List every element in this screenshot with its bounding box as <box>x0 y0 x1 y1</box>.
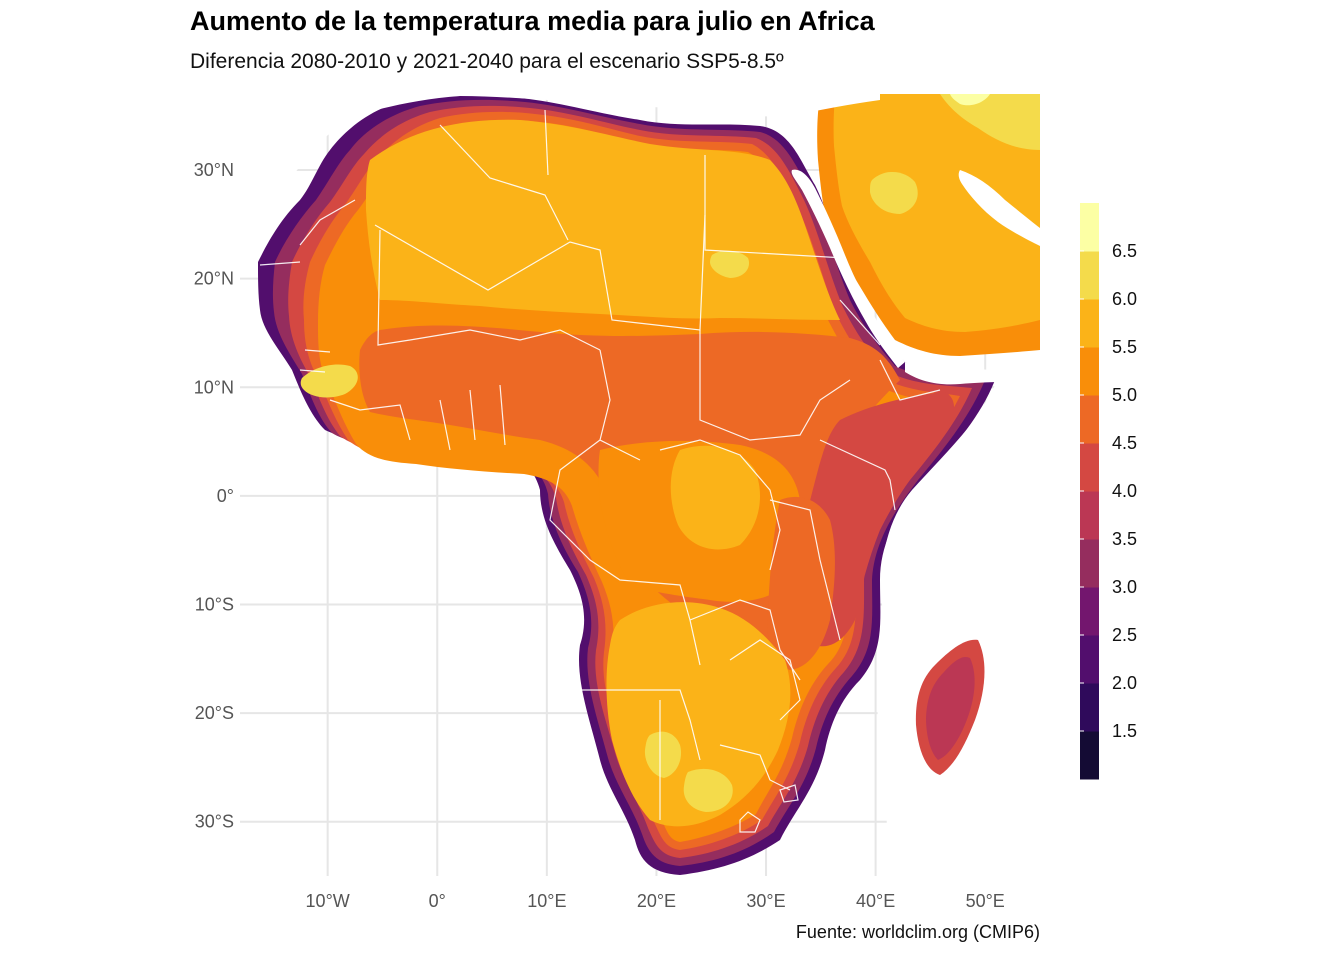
persian-gulf <box>958 170 1040 246</box>
congo-hotspot <box>670 445 760 550</box>
source-caption: Fuente: worldclim.org (CMIP6) <box>795 922 1040 942</box>
indian-ocean-west-coast <box>877 375 1040 876</box>
arabia-north-peak <box>950 94 990 106</box>
arabia-north-hotspot <box>940 94 1040 150</box>
y-tick-label: 20°N <box>194 269 234 289</box>
x-tick-label: 0° <box>429 891 446 911</box>
legend-tick-label: 2.0 <box>1112 673 1137 693</box>
legend-swatch <box>1080 203 1099 252</box>
legend-swatch <box>1080 587 1099 636</box>
legend-swatch <box>1080 347 1099 396</box>
kalahari-hotspot-east <box>683 768 733 812</box>
axis-labels: 10°W 0° 10°E 20°E 30°E 40°E 50°E 30°N 20°N 10°N 0°… <box>194 160 1005 911</box>
y-tick-label: 0° <box>217 486 234 506</box>
legend-colorbar <box>1080 203 1099 780</box>
legend-swatch <box>1080 491 1099 540</box>
x-tick-label: 40°E <box>856 891 895 911</box>
y-tick-label: 30°S <box>195 812 234 832</box>
legend-tick-label: 1.5 <box>1112 721 1137 741</box>
legend-tick-label: 4.0 <box>1112 481 1137 501</box>
legend-swatch <box>1080 539 1099 588</box>
east-africa-region <box>800 392 955 647</box>
east-central-band <box>767 496 835 670</box>
y-tick-label: 20°S <box>195 703 234 723</box>
y-tick-label: 10°S <box>195 594 234 614</box>
legend-labels: 1.5 2.0 2.5 3.0 3.5 4.0 4.5 5.0 5.5 6.0 6.5 <box>1112 241 1137 741</box>
arabia-band-inner <box>833 94 1040 332</box>
legend-tick-label: 4.5 <box>1112 433 1137 453</box>
west-africa-hotspot <box>300 364 358 398</box>
x-tick-label: 30°E <box>746 891 785 911</box>
kalahari-hotspot-west <box>644 731 682 778</box>
x-tick-label: 50°E <box>966 891 1005 911</box>
legend-tick-label: 2.5 <box>1112 625 1137 645</box>
page-title: Aumento de la temperatura media para jul… <box>190 6 875 36</box>
x-tick-label: 10°E <box>527 891 566 911</box>
legend-tick-label: 5.0 <box>1112 385 1137 405</box>
egypt-hotspot <box>710 250 750 278</box>
legend-swatch <box>1080 731 1099 780</box>
legend-swatch <box>1080 299 1099 348</box>
legend-swatch <box>1080 395 1099 444</box>
legend-tick-label: 6.5 <box>1112 241 1137 261</box>
legend-swatch <box>1080 683 1099 732</box>
legend-swatch <box>1080 443 1099 492</box>
red-sea <box>791 169 905 368</box>
legend-swatch <box>1080 251 1099 300</box>
x-tick-label: 10°W <box>306 891 350 911</box>
legend: 1.5 2.0 2.5 3.0 3.5 4.0 4.5 5.0 5.5 6.0 6.5 <box>1080 203 1137 780</box>
legend-tick-label: 3.5 <box>1112 529 1137 549</box>
legend-tick-label: 5.5 <box>1112 337 1137 357</box>
y-tick-label: 10°N <box>194 377 234 397</box>
legend-tick-label: 6.0 <box>1112 289 1137 309</box>
x-tick-label: 20°E <box>637 891 676 911</box>
page-subtitle: Diferencia 2080-2010 y 2021-2040 para el… <box>190 50 784 73</box>
temperature-raster <box>240 94 1040 876</box>
legend-swatch <box>1080 635 1099 684</box>
country-borders <box>259 109 941 833</box>
y-tick-label: 30°N <box>194 160 234 180</box>
mediterranean-sea <box>240 94 880 262</box>
legend-tick-label: 3.0 <box>1112 577 1137 597</box>
arabia-hotspot <box>870 171 918 214</box>
